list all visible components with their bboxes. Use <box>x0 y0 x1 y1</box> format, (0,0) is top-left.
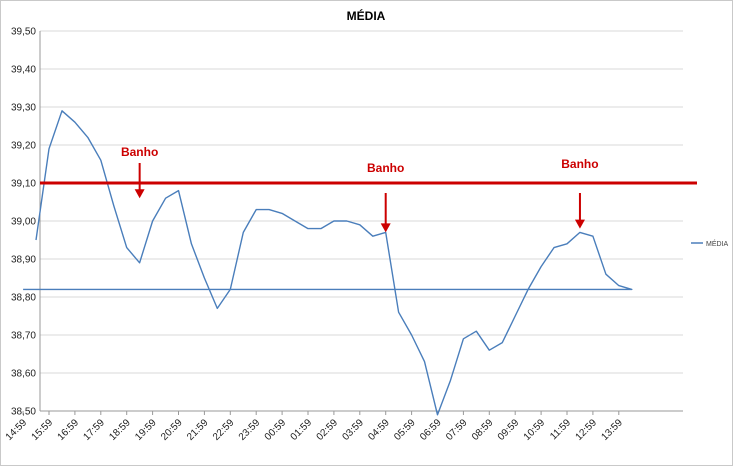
y-tick-label: 38,90 <box>11 255 36 266</box>
x-tick-label: 08:59 <box>470 417 496 443</box>
y-tick-label: 38,60 <box>11 369 36 380</box>
x-tick-label: 15:59 <box>30 417 56 443</box>
y-tick-label: 39,50 <box>11 27 36 38</box>
annotation-label: Banho <box>367 161 404 175</box>
y-tick-label: 38,80 <box>11 293 36 304</box>
annotation-arrowhead <box>134 189 145 199</box>
y-tick-label: 39,40 <box>11 65 36 76</box>
x-tick-label: 02:59 <box>315 417 341 443</box>
x-tick-label: 06:59 <box>418 417 444 443</box>
x-tick-label: 18:59 <box>107 417 133 443</box>
x-tick-label: 10:59 <box>522 417 548 443</box>
x-tick-label: 12:59 <box>574 417 600 443</box>
x-tick-label: 09:59 <box>496 417 522 443</box>
y-tick-label: 39,30 <box>11 103 36 114</box>
annotation-label: Banho <box>121 145 158 159</box>
x-tick-label: 22:59 <box>211 417 237 443</box>
x-tick-label: 05:59 <box>392 417 418 443</box>
legend-label: MÉDIA <box>706 239 729 248</box>
y-tick-label: 39,10 <box>11 179 36 190</box>
y-tick-label: 39,00 <box>11 217 36 228</box>
x-tick-label: 23:59 <box>237 417 263 443</box>
x-tick-label: 21:59 <box>185 417 211 443</box>
series-line <box>23 110 633 416</box>
x-tick-label: 13:59 <box>599 417 625 443</box>
annotation-label: Banho <box>561 157 598 171</box>
annotation-arrowhead <box>380 223 391 233</box>
legend: MÉDIA <box>691 239 729 248</box>
axes: 38,50 38,60 38,70 38,80 38,90 39,00 39,10 39,20… <box>4 27 683 443</box>
grid-lines <box>40 30 683 412</box>
x-tick-label: 19:59 <box>133 417 159 443</box>
x-tick-label: 04:59 <box>366 417 392 443</box>
chart-title: MÉDIA <box>347 8 386 23</box>
y-tick-label: 38,70 <box>11 331 36 342</box>
x-tick-label: 17:59 <box>81 417 107 443</box>
x-tick-label: 14:59 <box>4 417 30 443</box>
x-tick-label: 20:59 <box>159 417 185 443</box>
y-tick-label: 39,20 <box>11 141 36 152</box>
series-layer <box>23 110 633 416</box>
x-tick-label: 11:59 <box>548 417 573 442</box>
x-tick-label: 03:59 <box>340 417 366 443</box>
x-tick-label: 01:59 <box>289 417 315 443</box>
x-tick-label: 16:59 <box>56 417 82 443</box>
y-tick-label: 38,50 <box>11 407 36 418</box>
x-tick-label: 07:59 <box>444 417 470 443</box>
annotation-arrowhead <box>574 219 585 229</box>
annotations: Banho Banho Banho <box>121 145 599 233</box>
x-tick-label: 00:59 <box>263 417 289 443</box>
